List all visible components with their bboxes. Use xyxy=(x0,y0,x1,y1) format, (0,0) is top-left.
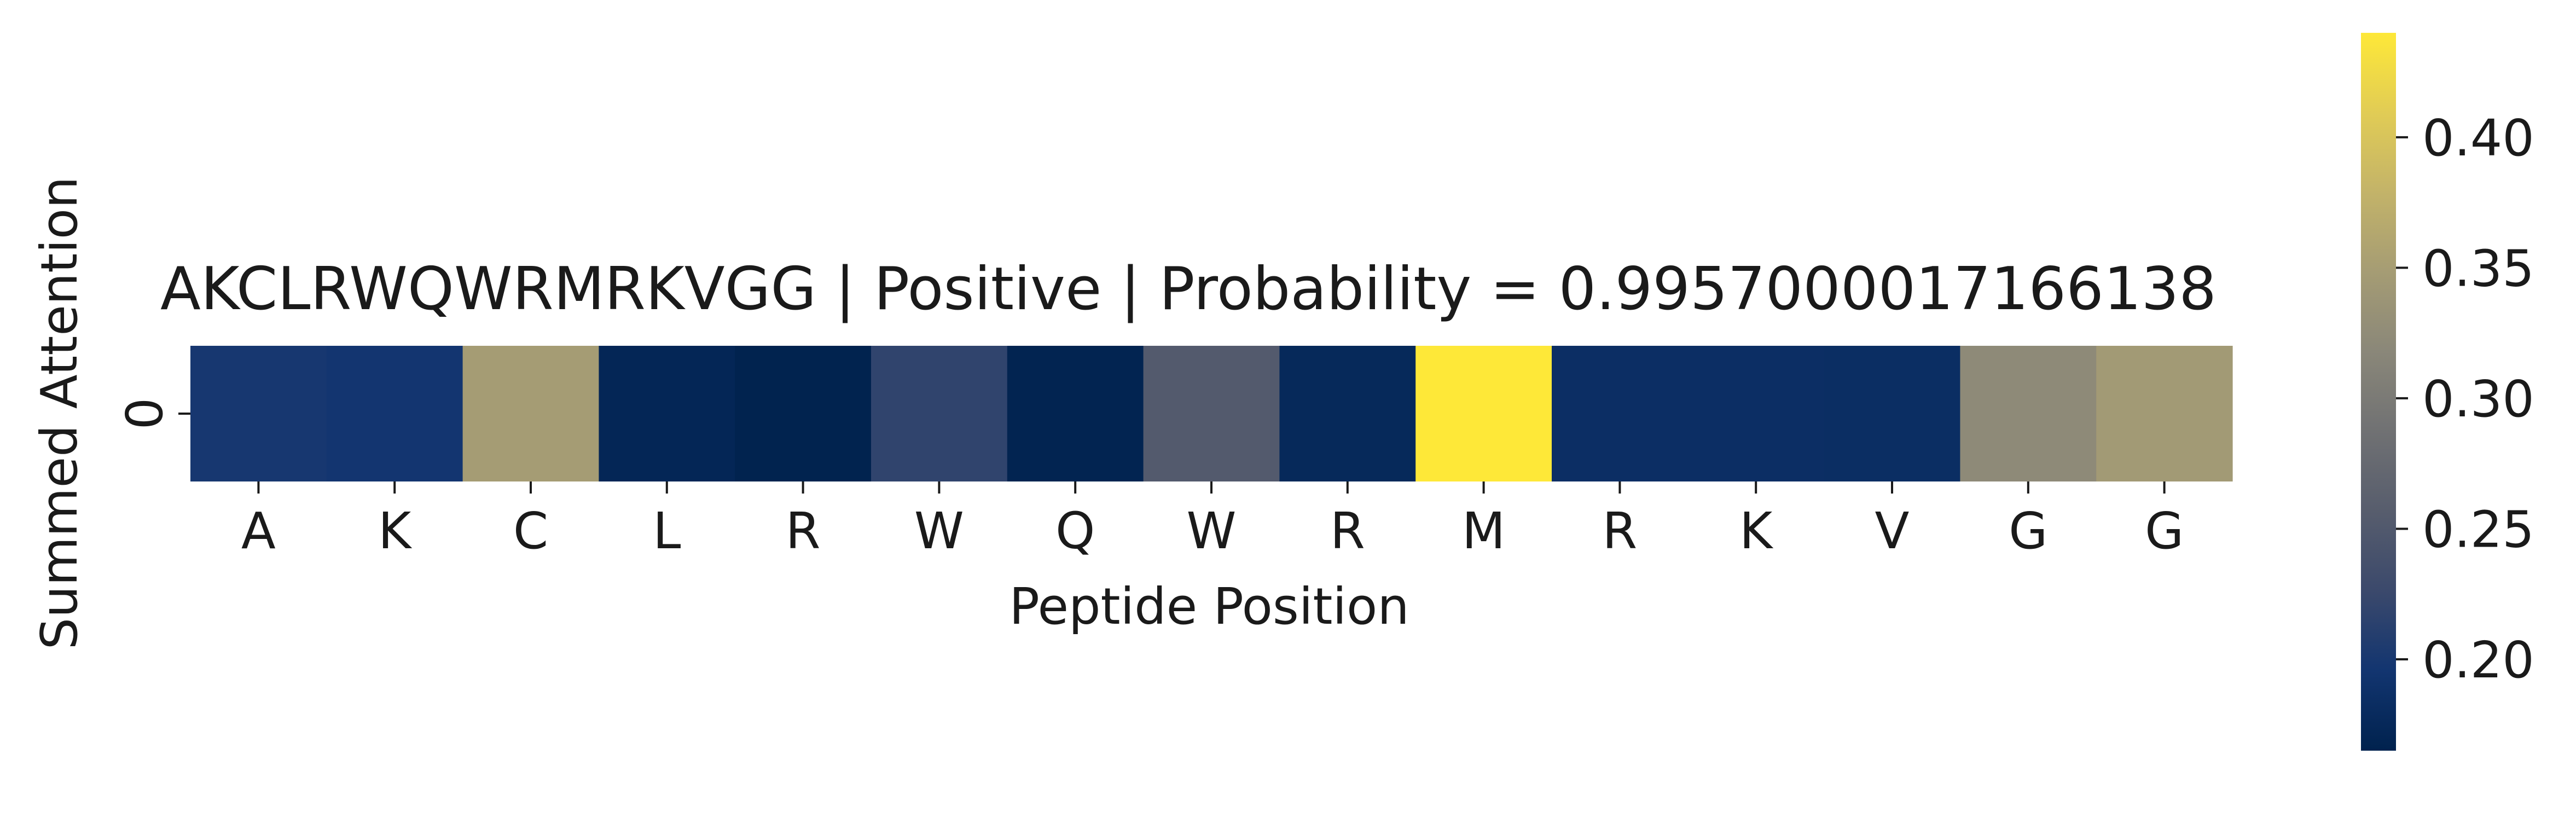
heatmap-cell xyxy=(735,346,872,481)
heatmap-cell xyxy=(2096,346,2233,481)
x-tick-label: K xyxy=(378,502,413,560)
x-tick-label: R xyxy=(786,502,821,560)
heatmap-cell xyxy=(1687,346,1825,481)
x-tick-label: W xyxy=(1187,502,1237,560)
y-axis-label: Summed Attention xyxy=(30,177,89,650)
x-tick-label: V xyxy=(1875,502,1910,560)
chart-title: AKCLRWQWRMRKVGG | Positive | Probability… xyxy=(160,255,2217,323)
x-tick-label: G xyxy=(2145,502,2184,560)
heatmap-cell xyxy=(871,346,1008,481)
heatmap-cell xyxy=(1143,346,1280,481)
colorbar-tick-label: 0.25 xyxy=(2422,500,2534,559)
x-tick-label: K xyxy=(1739,502,1774,560)
heatmap-cell xyxy=(1415,346,1552,481)
heatmap-cell xyxy=(1007,346,1144,481)
x-tick-label: C xyxy=(513,502,548,560)
x-tick-label: R xyxy=(1330,502,1365,560)
colorbar-ticks: 0.20 0.25 0.30 0.35 0.40 xyxy=(2396,109,2534,689)
colorbar-tick-label: 0.20 xyxy=(2422,631,2534,689)
x-tick-label: Q xyxy=(1055,502,1095,560)
x-tick-label: L xyxy=(653,502,681,560)
heatmap-cell xyxy=(1552,346,1689,481)
heatmap-cell xyxy=(599,346,735,481)
colorbar-tick-label: 0.35 xyxy=(2422,239,2534,298)
y-tick-label: 0 xyxy=(115,398,174,430)
heatmap-cell xyxy=(1279,346,1416,481)
heatmap-cell xyxy=(1960,346,2097,481)
colorbar xyxy=(2361,33,2396,751)
x-tick-label: A xyxy=(241,502,276,560)
heatmap-cell xyxy=(1824,346,1960,481)
colorbar-tick-label: 0.40 xyxy=(2422,109,2534,167)
heatmap-cell xyxy=(190,346,327,481)
heatmap-cell xyxy=(326,346,463,481)
x-tick-label: M xyxy=(1462,502,1505,560)
heatmap-cells xyxy=(190,346,2233,481)
y-axis-ticks: 0 xyxy=(115,398,190,430)
x-tick-label: W xyxy=(914,502,964,560)
x-tick-label: R xyxy=(1602,502,1637,560)
colorbar-tick-label: 0.30 xyxy=(2422,370,2534,428)
x-axis-label: Peptide Position xyxy=(1009,577,1409,636)
x-tick-label: G xyxy=(2009,502,2047,560)
heatmap-cell xyxy=(462,346,599,481)
